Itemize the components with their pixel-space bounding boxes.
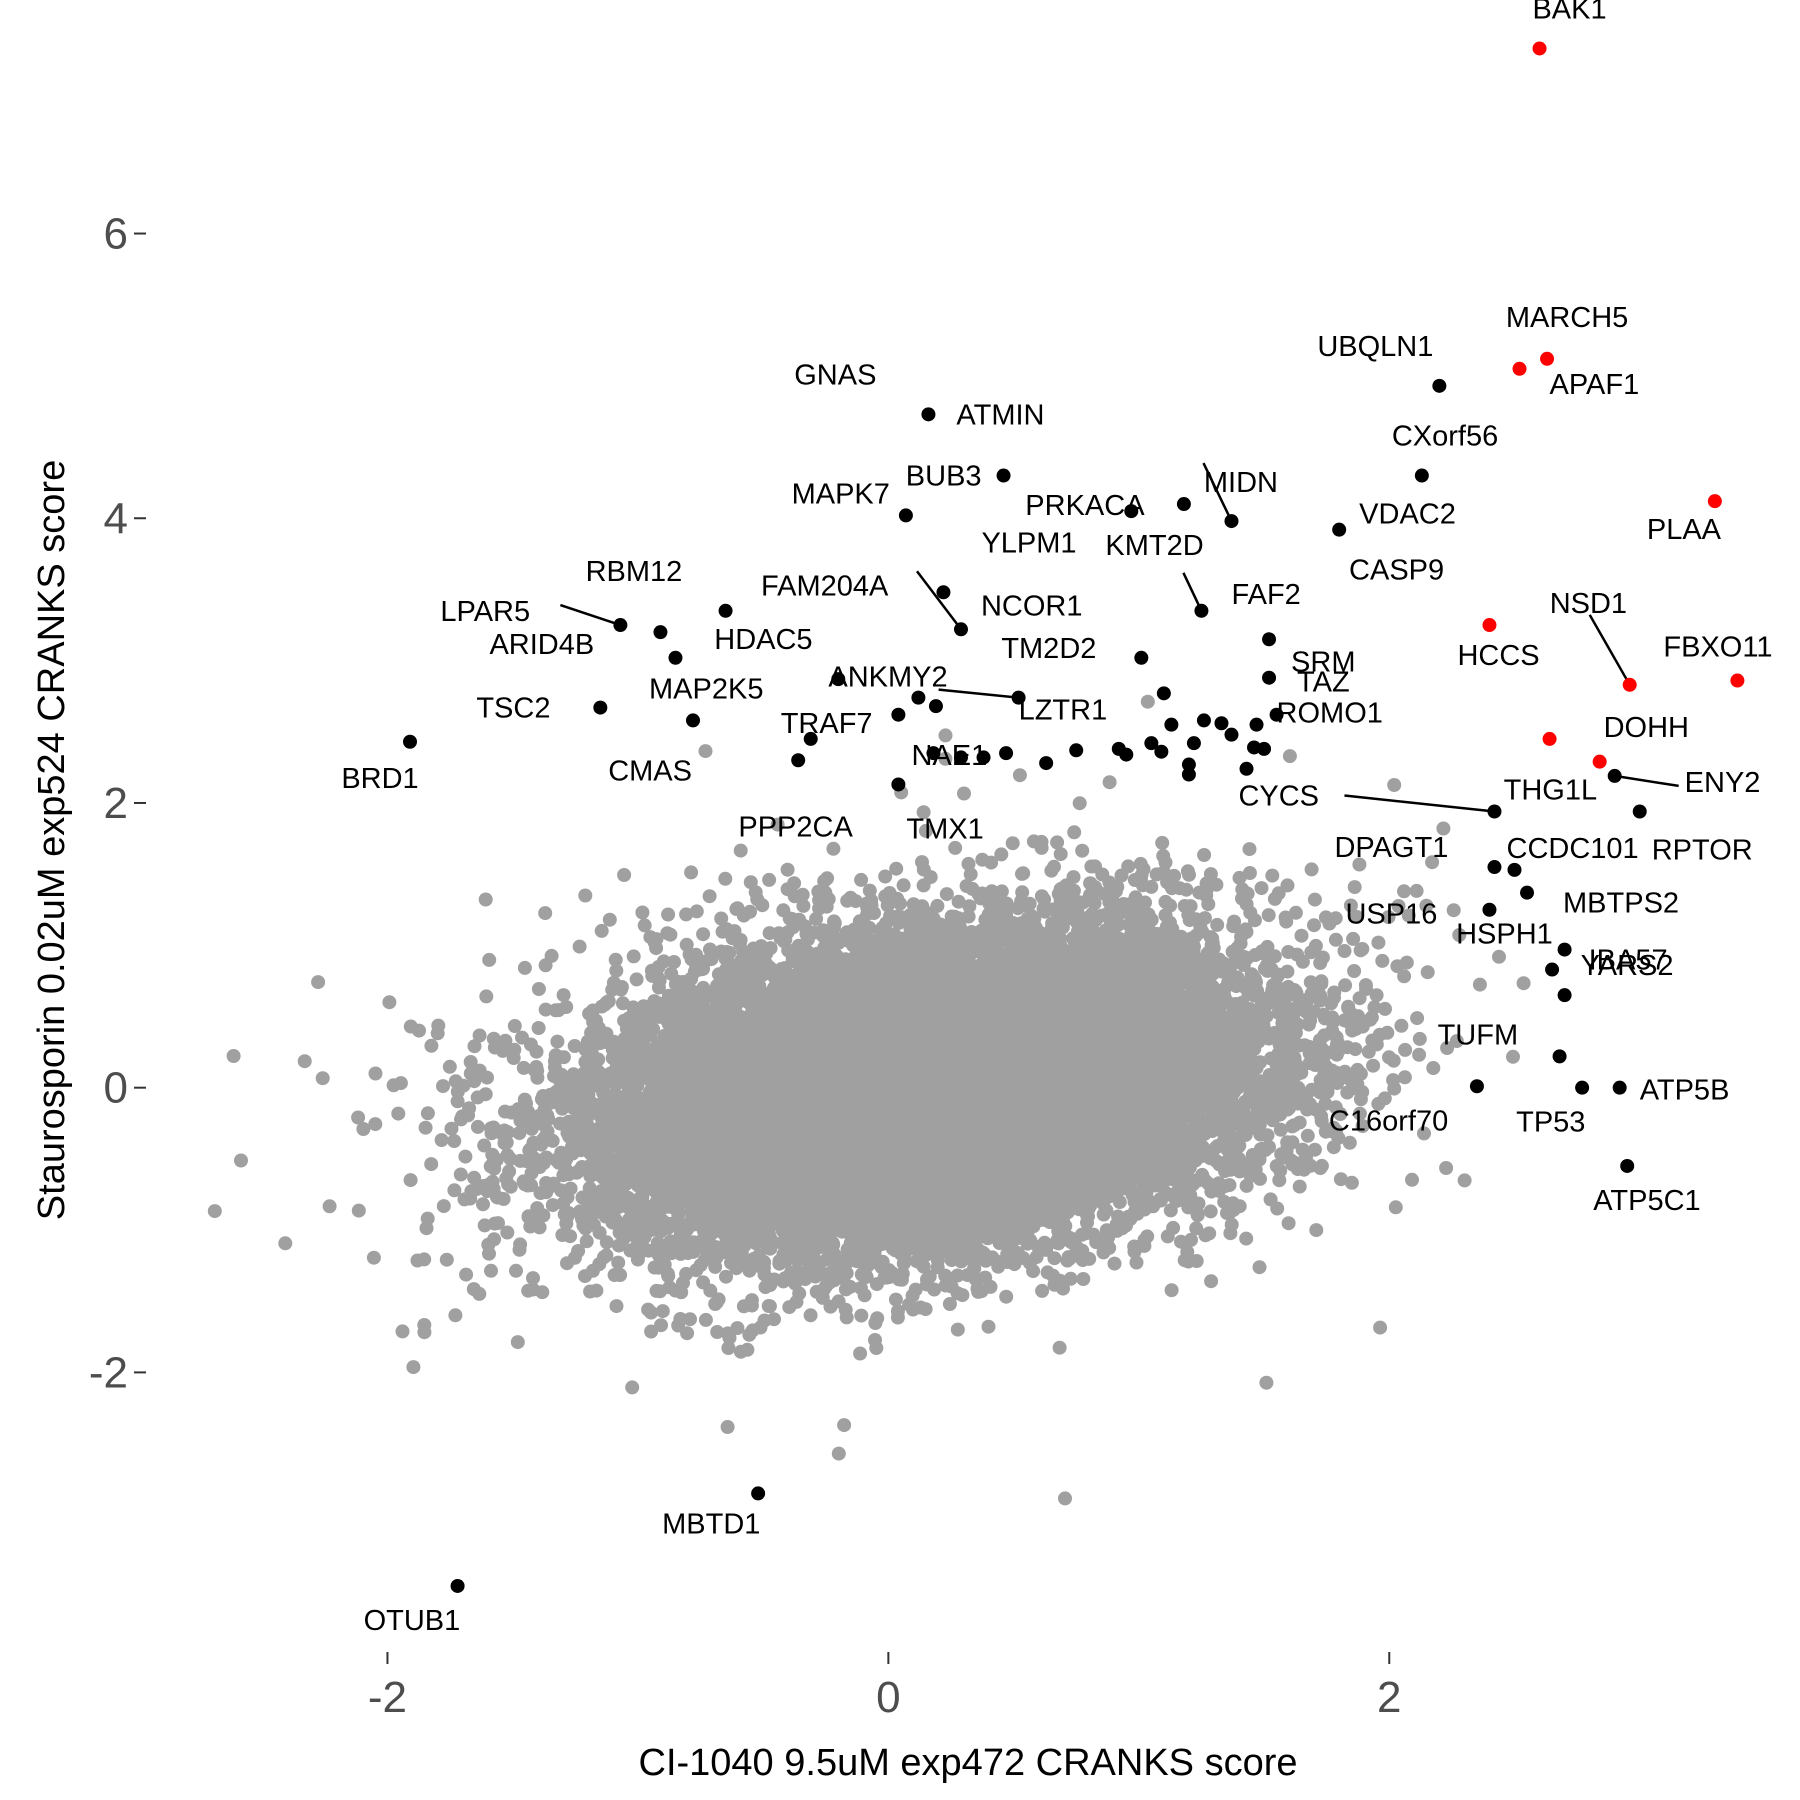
- gene-point: [1338, 978, 1353, 993]
- gene-point: [434, 1133, 449, 1148]
- gene-point: [696, 927, 711, 942]
- gene-point: [1005, 836, 1020, 851]
- gene-point: [1012, 768, 1027, 783]
- gene-point: [916, 805, 931, 820]
- gene-point: [720, 1420, 735, 1434]
- gene-point: [1304, 862, 1319, 877]
- gene-point: [1140, 694, 1155, 709]
- gene-point: [1232, 870, 1247, 885]
- gene-point: [436, 1199, 451, 1214]
- y-tick-label: 4: [104, 494, 128, 543]
- gene-point: [1050, 835, 1065, 850]
- gene-point: [796, 898, 811, 913]
- gene-point: [809, 911, 824, 926]
- gene-point: [1281, 1216, 1296, 1231]
- x-tick-label: 0: [876, 1673, 900, 1722]
- gene-point: [599, 1235, 614, 1250]
- gene-point: [1401, 908, 1416, 923]
- gene-point: [961, 856, 976, 871]
- gene-point: [1203, 867, 1218, 882]
- gene-point: [602, 912, 617, 927]
- axes: -2 0 2 -2 0 2 4 6: [89, 210, 1402, 1722]
- gene-point: [478, 892, 493, 907]
- gene-point: [531, 982, 546, 996]
- gene-point: [870, 1311, 885, 1326]
- gene-point: [403, 1173, 418, 1188]
- gene-point: [1369, 988, 1384, 1003]
- gene-point: [530, 1201, 545, 1216]
- gene-point: [458, 1149, 473, 1164]
- gene-point: [420, 1106, 435, 1121]
- gene-point: [351, 1110, 366, 1125]
- gene-point: [854, 872, 869, 887]
- gene-point: [684, 865, 699, 880]
- gene-point: [459, 1267, 474, 1282]
- y-tick-label: 0: [104, 1064, 128, 1113]
- gene-point: [1197, 848, 1212, 862]
- gene-point: [950, 1322, 965, 1337]
- gene-point: [837, 1418, 852, 1433]
- gene-point: [1355, 942, 1370, 956]
- gene-point: [1397, 884, 1411, 899]
- x-tick-label: -2: [368, 1673, 407, 1722]
- gene-point: [447, 1183, 462, 1198]
- gene-point: [1259, 1375, 1274, 1390]
- gene-point: [1242, 866, 1257, 880]
- gene-point: [417, 1318, 432, 1332]
- gene-point: [1412, 1031, 1427, 1046]
- gene-point: [1452, 928, 1467, 942]
- gene-point: [655, 1304, 670, 1319]
- gene-point: [1053, 847, 1068, 862]
- gene-point: [472, 1028, 487, 1043]
- gene-point: [1076, 1272, 1091, 1286]
- gene-point: [395, 1324, 410, 1339]
- gene-point: [1506, 1049, 1520, 1064]
- gene-point: [1343, 898, 1358, 913]
- y-tick-label: 6: [104, 210, 128, 259]
- y-tick-label: 2: [104, 779, 128, 828]
- gene-point: [477, 1138, 492, 1153]
- y-tick-label: -2: [89, 1348, 128, 1397]
- gene-point: [1292, 1179, 1307, 1194]
- gene-point: [366, 1250, 381, 1265]
- gene-point: [436, 1079, 450, 1094]
- background-points: [207, 694, 1531, 1506]
- gene-point: [517, 960, 532, 975]
- gene-point: [1190, 1208, 1205, 1223]
- gene-point: [513, 1237, 528, 1252]
- gene-point: [486, 1031, 501, 1046]
- gene-point: [1072, 796, 1087, 811]
- gene-point: [609, 1299, 624, 1314]
- gene-point: [710, 1325, 725, 1339]
- gene-point: [1371, 935, 1386, 950]
- gene-point: [1252, 1260, 1267, 1275]
- gene-point: [698, 744, 713, 759]
- gene-point: [963, 867, 978, 882]
- x-tick-label: 2: [1377, 1673, 1401, 1722]
- gene-point: [1375, 953, 1390, 968]
- gene-point: [1412, 1047, 1427, 1062]
- gene-point: [1052, 1340, 1067, 1355]
- gene-point: [1307, 892, 1322, 907]
